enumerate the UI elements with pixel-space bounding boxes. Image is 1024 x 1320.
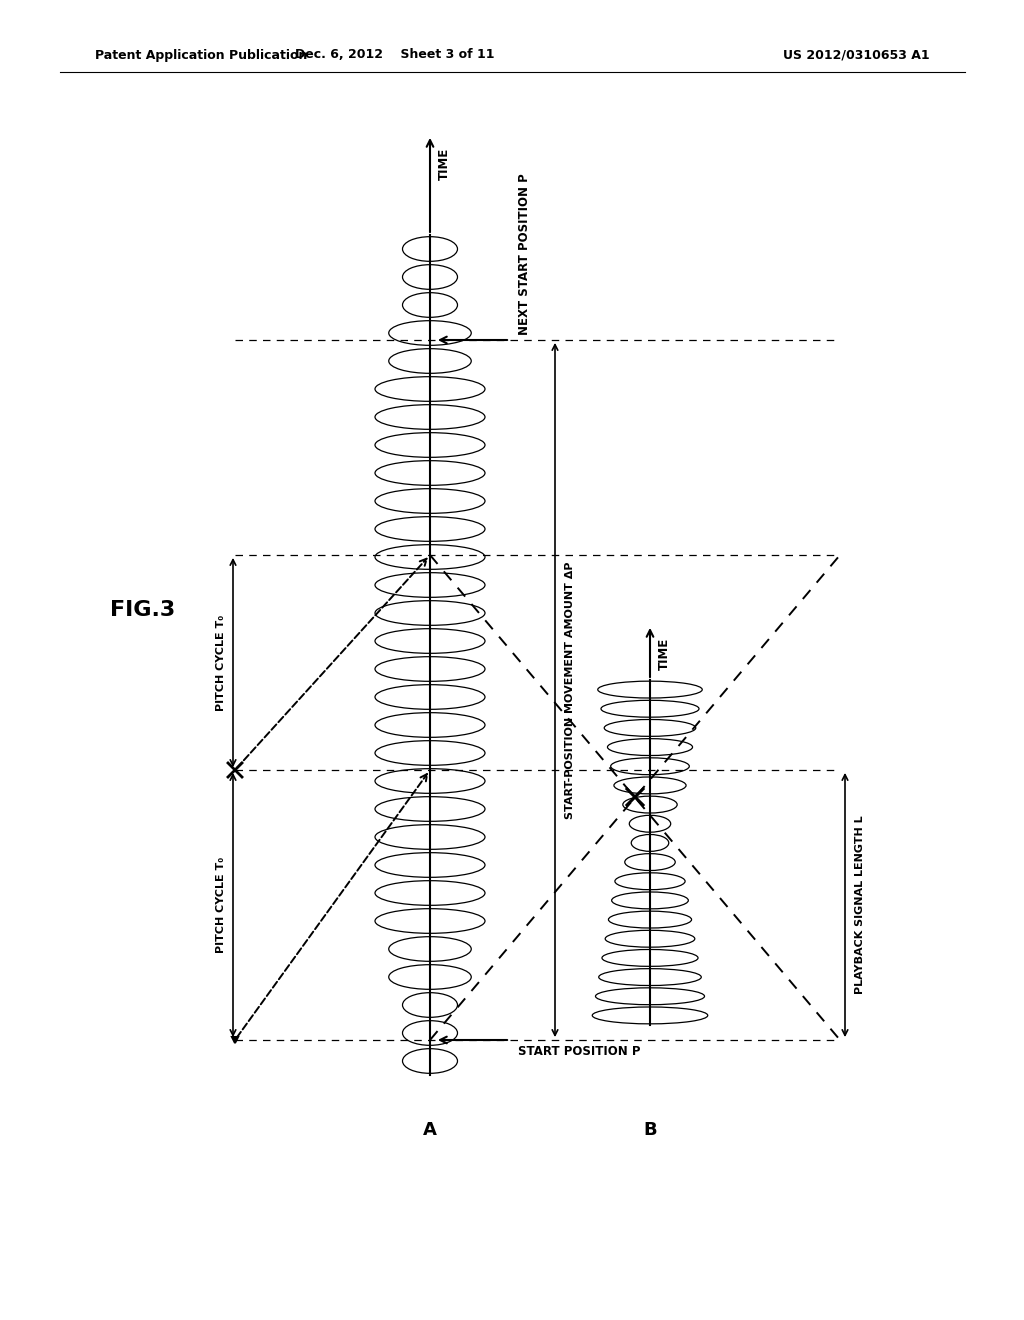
Text: START-POSITION MOVEMENT AMOUNT ΔP: START-POSITION MOVEMENT AMOUNT ΔP <box>565 561 575 818</box>
Text: PITCH CYCLE T₀: PITCH CYCLE T₀ <box>216 614 226 710</box>
Text: PITCH CYCLE T₀: PITCH CYCLE T₀ <box>216 857 226 953</box>
Text: NEXT START POSITION P: NEXT START POSITION P <box>518 173 531 335</box>
Text: Patent Application Publication: Patent Application Publication <box>95 49 307 62</box>
Text: PLAYBACK SIGNAL LENGTH L: PLAYBACK SIGNAL LENGTH L <box>855 816 865 994</box>
Text: Dec. 6, 2012    Sheet 3 of 11: Dec. 6, 2012 Sheet 3 of 11 <box>295 49 495 62</box>
Text: FIG.3: FIG.3 <box>110 601 175 620</box>
Text: A: A <box>423 1121 437 1139</box>
Text: TIME: TIME <box>438 148 451 180</box>
Text: START POSITION P: START POSITION P <box>518 1045 640 1059</box>
Text: B: B <box>643 1121 656 1139</box>
Text: US 2012/0310653 A1: US 2012/0310653 A1 <box>783 49 930 62</box>
Text: TIME: TIME <box>658 638 671 671</box>
